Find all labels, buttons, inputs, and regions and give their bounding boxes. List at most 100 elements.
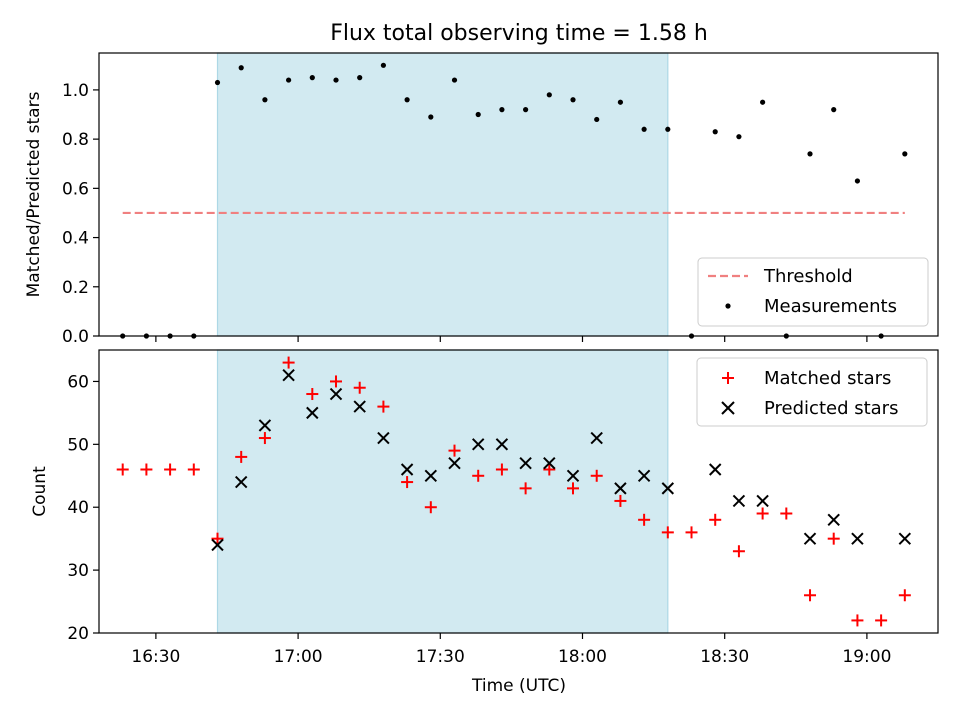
measurement-point	[854, 178, 861, 184]
measurement-point	[333, 77, 339, 83]
x-axis-label: Time (UTC)	[471, 676, 566, 696]
matched-star-point	[187, 463, 200, 476]
y-tick-label: 0.4	[62, 229, 89, 249]
y-tick-label: 30	[67, 561, 89, 581]
matched-star-point	[709, 513, 722, 526]
predicted-star-point	[400, 463, 414, 476]
predicted-star-point	[732, 494, 746, 508]
measurement-point	[641, 126, 647, 132]
predicted-star-point	[637, 469, 651, 482]
top-legend: Threshold Measurements	[697, 257, 929, 327]
predicted-star-point	[543, 456, 556, 470]
matched-star-point	[661, 526, 674, 539]
matched-star-point	[164, 463, 177, 476]
measurement-point	[214, 79, 221, 86]
predicted-star-point	[353, 400, 366, 413]
matched-star-point	[495, 463, 508, 476]
predicted-star-point	[661, 482, 675, 495]
predicted-star-point	[234, 475, 248, 489]
predicted-star-point	[377, 431, 390, 445]
measurement-point	[523, 107, 529, 113]
predicted-star-point	[898, 532, 912, 545]
top-y-ticks: 0.0 0.2 0.4 0.6 0.8 1.0	[62, 81, 99, 347]
y-tick-label: 50	[67, 435, 89, 455]
predicted-star-point	[851, 532, 864, 545]
matched-star-point	[756, 507, 769, 520]
matched-star-point	[330, 375, 343, 388]
matched-star-markers	[116, 356, 911, 627]
predicted-star-point	[472, 438, 485, 451]
predicted-star-point	[329, 387, 343, 401]
shaded-interval	[216, 349, 669, 634]
predicted-star-point	[566, 469, 580, 482]
measurement-point	[451, 77, 458, 83]
bottom-panel: 20 30 40 50 60 16:30 17:00 17:30 18:00 18:30 19:0…	[30, 349, 939, 696]
predicted-star-point	[709, 463, 722, 476]
predicted-star-point	[827, 513, 840, 527]
y-tick-label: 1.0	[62, 81, 89, 101]
y-tick-label: 20	[67, 624, 89, 644]
measurement-point	[428, 114, 434, 120]
matched-star-point	[235, 450, 248, 463]
matched-star-point	[519, 482, 532, 495]
x-tick-label: 17:30	[416, 647, 465, 667]
matched-star-point	[353, 381, 366, 394]
y-tick-label: 0.6	[62, 179, 89, 199]
measurement-point	[736, 134, 742, 140]
matched-star-point	[827, 532, 840, 545]
measurement-point	[286, 77, 292, 83]
predicted-star-markers	[211, 368, 912, 552]
bottom-axes-frame	[98, 349, 939, 634]
x-tick-label: 18:00	[558, 647, 607, 667]
matched-star-point	[567, 482, 580, 495]
bottom-legend-box	[696, 357, 928, 427]
top-axes-frame	[98, 52, 939, 337]
measurement-point	[712, 129, 718, 135]
matched-star-point	[258, 432, 271, 445]
x-tick-label: 16:30	[131, 647, 180, 667]
y-tick-label: 40	[67, 498, 89, 518]
measurement-point	[380, 62, 387, 68]
matched-star-point	[685, 526, 698, 539]
legend-measurements-label: Measurements	[764, 296, 897, 317]
predicted-star-point	[306, 406, 319, 420]
measurement-point	[546, 92, 552, 98]
matched-star-point	[804, 589, 817, 602]
matched-star-point	[282, 356, 295, 369]
measurement-points	[120, 62, 908, 339]
y-tick-label: 0.2	[62, 278, 89, 298]
top-legend-box	[697, 257, 929, 327]
predicted-star-point	[756, 494, 769, 508]
predicted-star-point	[519, 456, 532, 470]
y-tick-label: 0.0	[62, 327, 89, 347]
matched-star-point	[377, 400, 390, 413]
matched-star-point	[116, 463, 129, 476]
measurement-point	[617, 99, 624, 105]
bottom-legend: Matched stars Predicted stars	[696, 357, 928, 427]
legend-matched-swatch	[722, 372, 734, 384]
measurement-point	[665, 126, 671, 132]
measurement-point	[262, 97, 268, 103]
legend-measurements-swatch	[725, 303, 731, 309]
y-tick-label: 0.8	[62, 130, 89, 150]
measurement-point	[357, 75, 363, 81]
predicted-star-point	[424, 469, 438, 482]
measurement-point	[475, 111, 481, 118]
matched-star-point	[424, 501, 437, 514]
top-y-axis-label: Matched/Predicted stars	[24, 91, 44, 297]
bottom-y-ticks: 20 30 40 50 60	[67, 372, 99, 644]
predicted-star-point	[614, 482, 627, 495]
matched-star-point	[590, 469, 603, 482]
predicted-star-point	[803, 532, 817, 545]
shaded-interval	[216, 52, 669, 337]
measurement-point	[404, 97, 410, 103]
y-tick-label: 60	[67, 372, 89, 392]
bottom-y-axis-label: Count	[30, 466, 50, 517]
predicted-star-point	[448, 456, 461, 470]
matched-star-point	[401, 476, 414, 489]
matched-star-point	[306, 388, 319, 401]
matched-star-point	[472, 469, 485, 482]
measurement-point	[570, 97, 576, 103]
bottom-x-ticks: 16:30 17:00 17:30 18:00 18:30 19:00	[131, 633, 891, 667]
